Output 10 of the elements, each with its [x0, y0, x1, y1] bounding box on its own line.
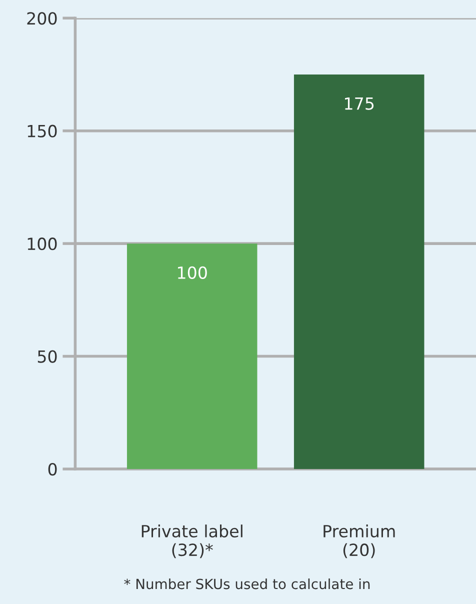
y-tick-label: 150 — [28, 124, 57, 138]
text: * Number SKUs used to calculate in — [124, 578, 370, 590]
x-tick-label: Premium (20) — [324, 524, 395, 558]
y-tick-label: 100 — [28, 238, 57, 250]
y-tick-label: 200 — [27, 12, 57, 25]
x-tick-label: Private label (32)* — [142, 524, 242, 558]
data-label: 100 — [178, 266, 207, 279]
y-tick-label: 50 — [38, 350, 57, 363]
data-label: 175 — [345, 97, 374, 110]
y-tick-label: 0 — [48, 462, 57, 476]
